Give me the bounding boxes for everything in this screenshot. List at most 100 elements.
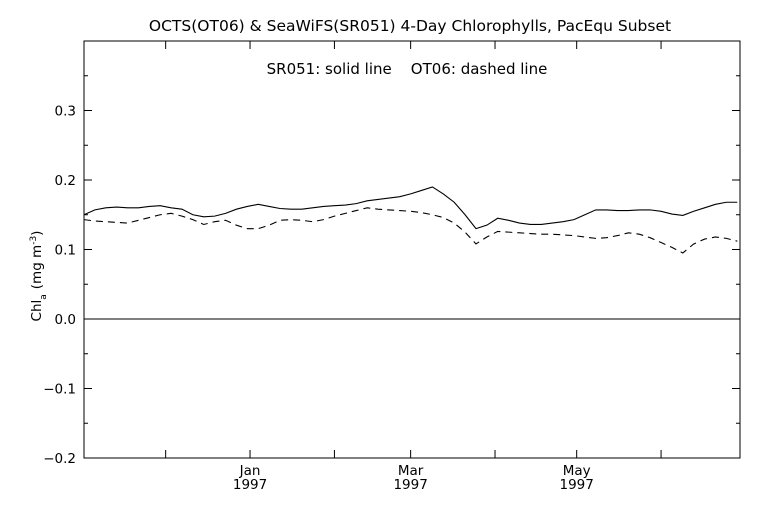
data-point <box>552 222 553 223</box>
y-axis-label: Chla(mg m-3) <box>29 231 49 322</box>
data-point <box>366 207 367 208</box>
data-point <box>94 220 95 221</box>
data-point <box>410 193 411 194</box>
data-point <box>628 232 629 233</box>
data-point <box>399 196 400 197</box>
y-axis: −0.2 −0.1 0.0 0.1 0.2 0.3 <box>43 75 740 467</box>
data-point <box>105 221 106 222</box>
data-point <box>671 247 672 248</box>
data-point <box>693 243 694 244</box>
data-point <box>541 224 542 225</box>
data-point <box>432 186 433 187</box>
data-point <box>726 238 727 239</box>
series-group <box>83 186 738 254</box>
data-point <box>399 210 400 211</box>
data-point <box>486 236 487 237</box>
data-point <box>595 238 596 239</box>
data-point <box>737 241 738 242</box>
y-tick-label: 0.0 <box>55 312 76 328</box>
data-point <box>203 216 204 217</box>
data-point <box>203 224 204 225</box>
data-point <box>323 206 324 207</box>
data-point <box>704 238 705 239</box>
data-point <box>388 209 389 210</box>
data-point <box>552 234 553 235</box>
data-point <box>639 234 640 235</box>
data-point <box>421 190 422 191</box>
data-point <box>595 209 596 210</box>
data-point <box>693 211 694 212</box>
data-point <box>127 207 128 208</box>
data-point <box>650 209 651 210</box>
data-point <box>715 236 716 237</box>
data-point <box>105 207 106 208</box>
data-point <box>149 206 150 207</box>
data-point <box>508 220 509 221</box>
data-point <box>127 222 128 223</box>
data-point <box>356 203 357 204</box>
x-tick-label-month: May <box>563 463 591 479</box>
data-point <box>290 209 291 210</box>
data-point <box>334 205 335 206</box>
data-point <box>334 216 335 217</box>
data-point <box>116 207 117 208</box>
data-point <box>171 213 172 214</box>
data-point <box>345 204 346 205</box>
series-line-solid <box>83 186 738 230</box>
data-point <box>726 202 727 203</box>
data-point <box>247 206 248 207</box>
data-point <box>225 213 226 214</box>
data-point <box>508 232 509 233</box>
data-point <box>345 213 346 214</box>
data-point <box>181 209 182 210</box>
series-line-dashed <box>83 207 738 254</box>
data-point <box>497 218 498 219</box>
data-point <box>160 214 161 215</box>
data-point <box>475 228 476 229</box>
data-point <box>454 222 455 223</box>
data-point <box>268 206 269 207</box>
data-point <box>639 209 640 210</box>
y-tick-label: −0.1 <box>43 382 76 398</box>
data-point <box>388 197 389 198</box>
chart-title: OCTS(OT06) & SeaWiFS(SR051) 4-Day Chloro… <box>149 17 671 35</box>
data-point <box>519 232 520 233</box>
y-tick-label: 0.3 <box>55 104 76 120</box>
data-point <box>214 221 215 222</box>
data-point <box>377 209 378 210</box>
x-tick-label-year: 1997 <box>233 477 267 493</box>
data-point <box>160 205 161 206</box>
data-point <box>475 243 476 244</box>
data-point <box>464 214 465 215</box>
data-point <box>138 220 139 221</box>
data-point <box>660 242 661 243</box>
data-point <box>617 210 618 211</box>
data-point <box>443 217 444 218</box>
data-point <box>279 220 280 221</box>
data-point <box>454 202 455 203</box>
data-point <box>584 236 585 237</box>
data-point <box>290 219 291 220</box>
data-point <box>617 235 618 236</box>
data-point <box>258 228 259 229</box>
data-point <box>432 214 433 215</box>
data-point <box>562 234 563 235</box>
data-point <box>312 221 313 222</box>
data-point <box>562 221 563 222</box>
data-point <box>149 217 150 218</box>
data-point <box>606 209 607 210</box>
data-point <box>181 216 182 217</box>
data-point <box>301 209 302 210</box>
data-point <box>660 211 661 212</box>
data-point <box>377 199 378 200</box>
data-point <box>225 220 226 221</box>
y-tick-label: 0.2 <box>55 173 76 189</box>
y-tick-label: 0.1 <box>55 243 76 259</box>
data-point <box>192 214 193 215</box>
data-point <box>650 237 651 238</box>
data-point <box>682 215 683 216</box>
data-point <box>247 228 248 229</box>
data-point <box>628 210 629 211</box>
data-point <box>138 207 139 208</box>
